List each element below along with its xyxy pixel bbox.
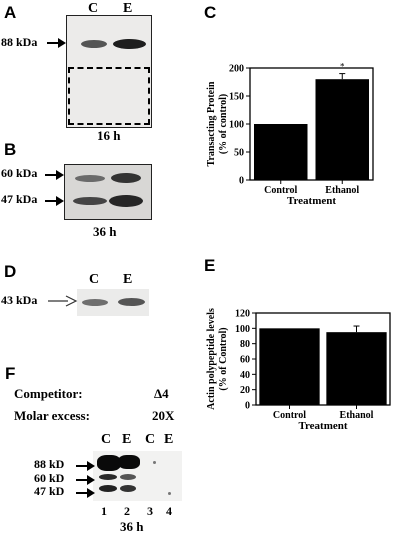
panel-f-marker-88: 88 kD xyxy=(34,457,65,471)
bar-ethanol xyxy=(326,332,387,405)
y-tick-label: 80 xyxy=(240,339,250,350)
panel-f-competitor-label: Competitor: xyxy=(14,386,83,401)
panel-a-dashed-box xyxy=(68,67,150,125)
y-tick-label: 50 xyxy=(234,148,244,159)
panel-a-band-control xyxy=(81,40,107,48)
panel-a-letter: A xyxy=(4,3,17,22)
panel-f-lane-number-3: 3 xyxy=(147,504,153,518)
panel-b-marker-60: 60 kDa xyxy=(1,166,38,180)
panel-d-marker-43: 43 kDa xyxy=(1,293,38,307)
panel-f-letter: F xyxy=(5,364,16,383)
panel-a-lane-e: E xyxy=(123,1,133,16)
panel-b-letter: B xyxy=(4,140,17,159)
panel-b-band-47-control xyxy=(73,197,107,205)
bar-control xyxy=(253,124,308,180)
panel-b-arrow-47-icon xyxy=(45,196,64,206)
panel-d-lane-e: E xyxy=(123,272,133,287)
panel-f-arrow-60-icon xyxy=(76,475,95,485)
panel-a-marker-88: 88 kDa xyxy=(1,35,38,49)
panel-d-band-ethanol xyxy=(118,298,145,306)
y-tick-label: 100 xyxy=(235,324,250,335)
panel-d-band-control xyxy=(82,299,108,306)
panel-b-marker-47: 47 kDa xyxy=(1,192,38,206)
panel-d-lane-c: C xyxy=(89,272,100,287)
panel-d-open-arrow-icon xyxy=(48,295,78,307)
y-tick-label: 100 xyxy=(229,120,244,131)
panel-b-band-47-ethanol xyxy=(109,195,143,207)
x-tick-label: Ethanol xyxy=(325,185,359,196)
panel-c-chart: 0 50 100 150 200 Transacting Protein (% of con… xyxy=(206,62,374,207)
panel-a-band-ethanol xyxy=(113,39,146,49)
x-tick-label: Ethanol xyxy=(340,410,374,421)
panel-a-blot xyxy=(66,15,152,128)
panel-f-molar-label: Molar excess: xyxy=(14,408,90,423)
panel-b-blot xyxy=(64,164,152,220)
x-axis-label: Treatment xyxy=(298,420,347,432)
panel-f-lane-number-2: 2 xyxy=(124,504,130,518)
panel-f-lane-number-1: 1 xyxy=(101,504,107,518)
panel-d-letter: D xyxy=(4,262,17,281)
y-tick-label: 60 xyxy=(240,355,250,366)
significance-marker: * xyxy=(340,62,345,72)
y-tick-label: 0 xyxy=(239,176,244,187)
panel-e-letter: E xyxy=(204,256,216,275)
panel-f-arrow-47-icon xyxy=(76,488,95,498)
bar-control xyxy=(259,328,320,405)
panel-e-chart: 0 20 40 60 80 100 120 Actin polypeptide levels(… xyxy=(206,308,391,432)
panel-f-band-60-lane1 xyxy=(99,474,117,480)
y-tick-label: 200 xyxy=(229,64,244,75)
panel-f-lane-4-label: E xyxy=(164,432,174,447)
y-tick-label: 120 xyxy=(235,309,250,320)
y-tick-label: 150 xyxy=(229,92,244,103)
panel-b-band-60-control xyxy=(75,175,105,182)
y-axis-label: (% of Control) xyxy=(218,327,229,390)
panel-c-letter: C xyxy=(204,3,217,22)
panel-f-lane-1-label: C xyxy=(101,432,112,447)
panel-f-time: 36 h xyxy=(120,519,144,534)
x-tick-label: Control xyxy=(264,185,297,196)
panel-f-molar-value: 20X xyxy=(152,408,175,423)
panel-f-competitor-value: Δ4 xyxy=(154,386,169,401)
panel-d-blot xyxy=(77,289,149,316)
panel-f-speck xyxy=(153,461,156,464)
panel-f-arrow-88-icon xyxy=(76,461,95,471)
panel-f-blot xyxy=(93,451,182,501)
panel-f-band-88-lane2 xyxy=(118,455,140,469)
panel-f-lane-number-4: 4 xyxy=(166,504,172,518)
x-axis-label: Treatment xyxy=(287,195,336,207)
panel-f-marker-60: 60 kD xyxy=(34,471,65,485)
panel-b-time: 36 h xyxy=(93,224,117,239)
bar-ethanol xyxy=(315,79,370,180)
y-tick-label: 0 xyxy=(245,401,250,412)
panel-a-time: 16 h xyxy=(97,128,121,143)
panel-a-arrow-icon xyxy=(47,38,66,48)
panel-f-band-88-lane1 xyxy=(97,455,121,471)
x-tick-label: Control xyxy=(273,410,306,421)
y-tick-label: 20 xyxy=(240,385,250,396)
panel-f-lane-2-label: E xyxy=(122,432,132,447)
panel-f-band-47-lane2 xyxy=(120,485,136,492)
panel-f-band-60-lane2 xyxy=(120,474,136,480)
y-axis-label: (% of control) xyxy=(218,94,229,154)
panel-f-band-47-lane1 xyxy=(99,485,117,492)
panel-f-speck xyxy=(168,492,171,495)
y-axis-label: Actin polypeptide levels xyxy=(206,308,217,410)
y-tick-label: 40 xyxy=(240,370,250,381)
y-axis-label: Transacting Protein xyxy=(206,81,217,166)
panel-f-lane-3-label: C xyxy=(145,432,156,447)
panel-a-lane-c: C xyxy=(88,1,99,16)
panel-f-marker-47: 47 kD xyxy=(34,484,65,498)
panel-b-band-60-ethanol xyxy=(111,173,141,183)
panel-b-arrow-60-icon xyxy=(45,170,64,180)
